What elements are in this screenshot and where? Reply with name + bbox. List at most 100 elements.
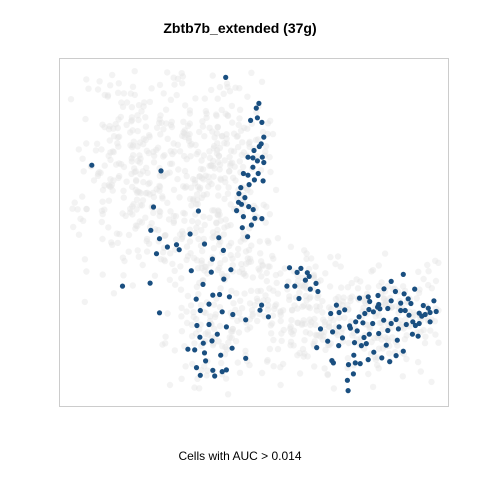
background-cell [227,162,234,169]
background-cell [79,155,86,162]
background-cell [178,304,185,312]
background-cell [392,303,400,310]
background-cell [299,282,306,289]
background-cell [257,287,264,294]
background-cell [413,295,420,302]
background-cell [260,297,267,304]
background-cell [211,134,218,141]
background-cell [279,307,287,314]
highlighted-cell [367,298,373,305]
background-cell [214,226,221,234]
background-cell [101,123,108,131]
background-cell [332,260,339,268]
background-cell [178,275,185,282]
highlighted-cell [216,235,222,241]
highlighted-cell [223,324,229,330]
background-cell [207,313,214,320]
background-cell [116,230,123,238]
highlighted-cell [206,301,212,307]
highlighted-cell [242,195,248,201]
background-cell [305,303,312,310]
background-cell [369,267,377,274]
highlighted-cell [403,321,409,328]
highlighted-cell [206,321,212,328]
background-cell [317,333,324,340]
background-cell [344,284,352,291]
background-cell [254,136,262,143]
background-cell [115,160,123,167]
background-cell [199,166,207,173]
background-cell [217,285,224,292]
background-cell [299,303,306,310]
background-cell [96,168,103,176]
highlighted-cell [164,244,170,250]
highlighted-cell [201,241,208,247]
background-cell [187,184,195,191]
background-cell [240,230,247,237]
background-cell [315,292,322,299]
background-cell [265,302,272,309]
background-cell [319,297,326,305]
background-cell [353,276,360,283]
background-cell [139,168,147,175]
background-cell [216,83,224,91]
background-cell [83,140,90,147]
background-cell [230,130,238,137]
background-cell [170,186,178,193]
background-cell [169,150,176,158]
background-cell [368,268,375,275]
background-cell [110,133,118,140]
background-cell [146,179,153,186]
background-cell [428,378,435,386]
background-cell [202,309,209,317]
background-cell [159,249,167,256]
background-cell [156,116,163,123]
background-cell [264,237,271,245]
background-cell [229,328,236,335]
background-cell [140,140,147,148]
highlighted-cell [261,159,267,166]
background-cell [98,146,105,153]
highlighted-cell [330,360,336,366]
highlighted-cell [253,105,259,111]
background-cell [328,305,335,313]
background-cell [227,147,235,154]
background-cell [378,279,385,286]
background-cell [92,147,100,154]
background-cell [179,73,187,80]
background-cell [115,133,123,140]
highlighted-cell [221,276,227,282]
background-cell [119,254,127,261]
background-cell [321,365,328,372]
background-cell [435,339,442,346]
background-cell [222,179,229,186]
highlighted-cell [433,308,439,315]
background-cell [107,149,114,156]
background-cell [187,302,195,309]
background-cell [214,211,221,218]
background-cell [269,252,276,260]
background-cell [142,114,149,121]
background-cell [142,214,149,221]
background-cell [222,375,230,382]
background-cell [258,78,266,86]
background-cell [325,320,333,327]
background-cell [125,248,132,255]
background-cell [171,347,178,354]
background-cell [129,203,136,210]
background-cell [209,229,217,236]
background-cell [303,297,310,304]
background-cell [213,112,220,120]
background-cell [255,265,262,272]
background-cell [153,186,160,193]
background-cell [256,267,263,274]
background-cell [226,88,234,95]
background-cell [201,95,208,102]
highlighted-cell [238,185,244,191]
background-cell [287,243,295,250]
background-cell [146,133,153,141]
background-cell [194,201,202,208]
background-cell [264,130,271,138]
highlighted-cell [306,273,312,279]
background-cell [198,260,205,267]
